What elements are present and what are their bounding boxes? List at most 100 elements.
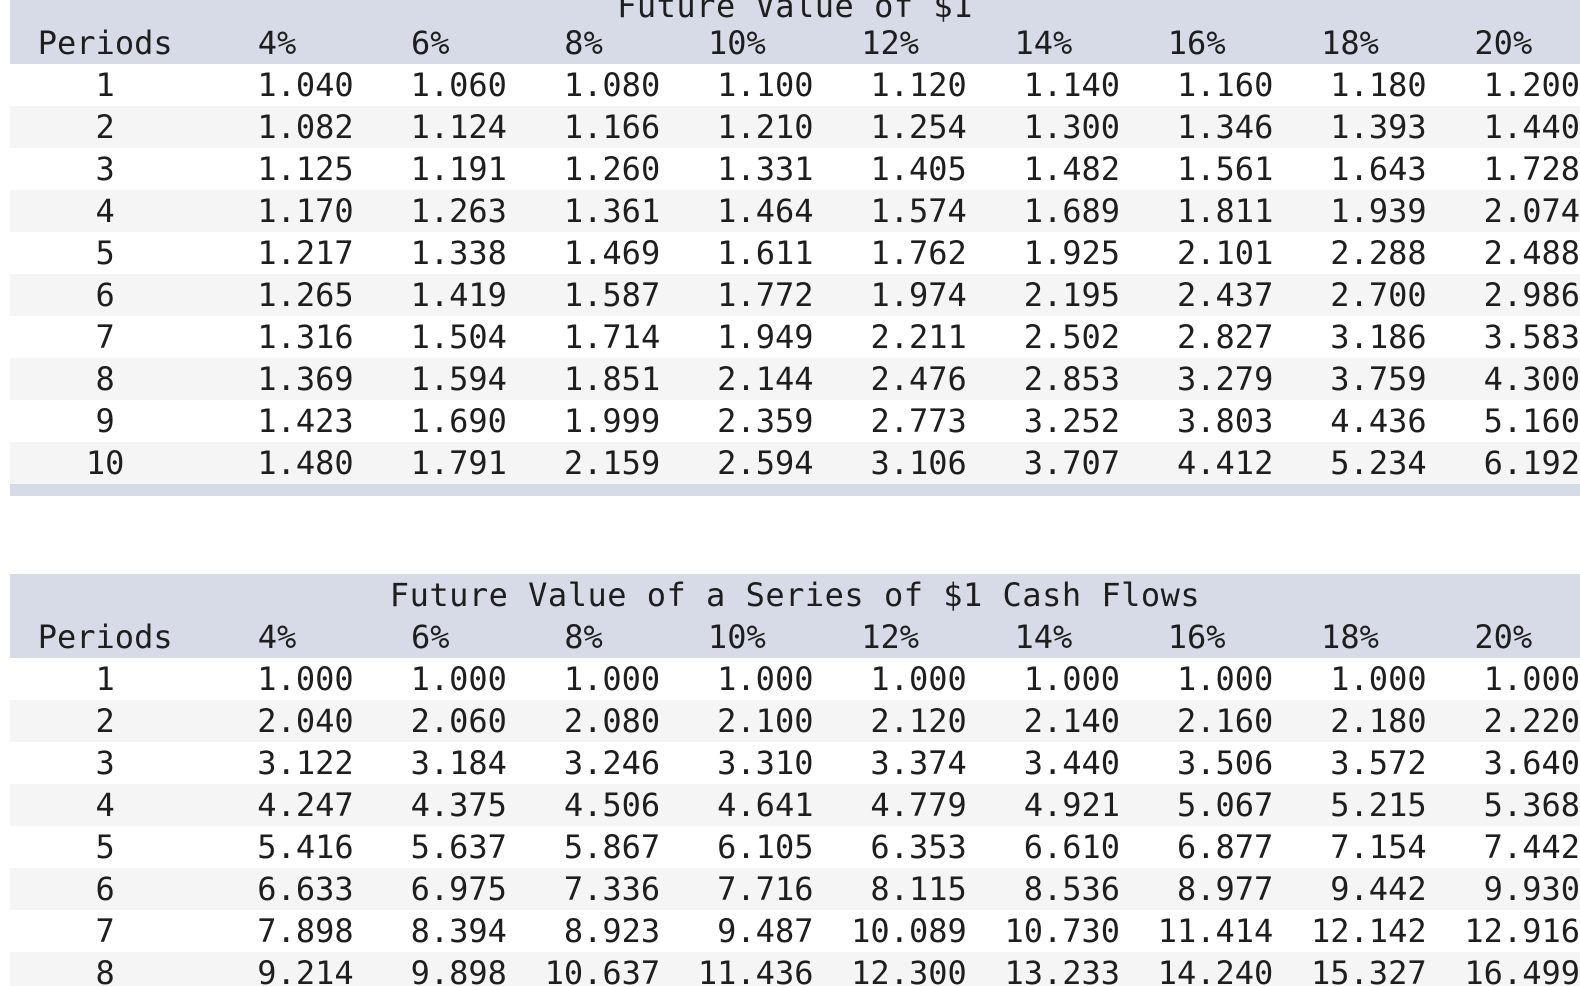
value-cell: 1.300 (1023, 108, 1121, 146)
value-cell: 1.419 (410, 276, 507, 314)
value-cell: 1.100 (717, 66, 814, 104)
value-cell: 1.974 (870, 276, 967, 314)
value-cell: 1.265 (257, 276, 354, 314)
value-cell: 1.561 (1177, 150, 1274, 188)
value-cell: 2.040 (257, 702, 354, 740)
table-row: 3 3.122 3.184 3.246 3.310 3.374 3.440 3.506 3.57… (10, 742, 1580, 784)
value-cell: 3.640 (1483, 744, 1580, 782)
value-cell: 2.488 (1483, 234, 1580, 272)
value-cell: 3.803 (1177, 402, 1274, 440)
value-cell: 1.346 (1177, 108, 1274, 146)
value-cell: 1.124 (410, 108, 507, 146)
table-row: 4 1.170 1.263 1.361 1.464 1.574 1.689 1.811 1.93… (10, 190, 1580, 232)
value-cell: 4.506 (563, 786, 661, 824)
value-cell: 2.120 (870, 702, 967, 740)
value-cell: 11.414 (1157, 912, 1274, 950)
value-cell: 7.336 (563, 870, 661, 908)
value-cell: 1.369 (257, 360, 354, 398)
value-cell: 3.707 (1023, 444, 1121, 482)
value-cell: 5.067 (1176, 786, 1274, 824)
value-cell: 1.464 (717, 192, 814, 230)
value-cell: 1.762 (870, 234, 967, 272)
rate-header: 20% (1474, 618, 1533, 656)
value-cell: 1.949 (717, 318, 814, 356)
value-cell: 5.215 (1330, 786, 1427, 824)
period-cell: 8 (95, 360, 115, 398)
value-cell: 1.925 (1023, 234, 1121, 272)
value-cell: 6.105 (717, 828, 814, 866)
value-cell: 1.469 (563, 234, 661, 272)
period-cell: 6 (95, 870, 115, 908)
value-cell: 1.120 (870, 66, 967, 104)
value-cell: 1.999 (563, 402, 661, 440)
table-row: 8 1.369 1.594 1.851 2.144 2.476 2.853 3.279 3.75… (10, 358, 1580, 400)
value-cell: 2.288 (1330, 234, 1427, 272)
period-cell: 3 (95, 744, 115, 782)
value-cell: 1.361 (563, 192, 661, 230)
value-cell: 1.728 (1483, 150, 1580, 188)
table-row: 6 1.265 1.419 1.587 1.772 1.974 2.195 2.437 2.70… (10, 274, 1580, 316)
value-cell: 5.867 (563, 828, 661, 866)
period-cell: 7 (95, 912, 115, 950)
value-cell: 12.300 (851, 954, 967, 986)
value-cell: 1.000 (870, 660, 967, 698)
value-cell: 1.440 (1483, 108, 1580, 146)
value-cell: 3.122 (257, 744, 354, 782)
period-cell: 5 (95, 234, 115, 272)
value-cell: 1.772 (717, 276, 814, 314)
rate-header: 14% (1014, 24, 1073, 62)
value-cell: 1.060 (410, 66, 507, 104)
value-cell: 3.246 (563, 744, 661, 782)
value-cell: 1.210 (717, 108, 814, 146)
value-cell: 5.637 (410, 828, 507, 866)
value-cell: 1.811 (1177, 192, 1274, 230)
value-cell: 9.442 (1330, 870, 1427, 908)
table-row: 1 1.000 1.000 1.000 1.000 1.000 1.000 1.000 1.00… (10, 658, 1580, 700)
value-cell: 1.160 (1177, 66, 1274, 104)
value-cell: 8.115 (870, 870, 967, 908)
value-cell: 1.000 (563, 660, 661, 698)
rate-header: 16% (1167, 618, 1226, 656)
rate-header: 20% (1474, 24, 1533, 62)
value-cell: 3.506 (1176, 744, 1274, 782)
period-cell: 1 (95, 660, 115, 698)
value-cell: 2.060 (410, 702, 507, 740)
value-cell: 1.405 (870, 150, 967, 188)
value-cell: 7.442 (1483, 828, 1580, 866)
value-cell: 5.160 (1483, 402, 1580, 440)
table-title-row: Future Value of a Series of $1 Cash Flow… (10, 574, 1580, 616)
value-cell: 1.191 (410, 150, 507, 188)
value-cell: 5.234 (1330, 444, 1427, 482)
rate-header: 12% (861, 24, 920, 62)
rate-header: 12% (861, 618, 919, 656)
table-row: 5 1.217 1.338 1.469 1.611 1.762 1.925 2.101 2.28… (10, 232, 1580, 274)
value-cell: 2.986 (1483, 276, 1580, 314)
table-row: 3 1.125 1.191 1.260 1.331 1.405 1.482 1.561 1.64… (10, 148, 1580, 190)
value-cell: 1.260 (563, 150, 661, 188)
table-row: 6 6.633 6.975 7.336 7.716 8.115 8.536 8.977 9.44… (10, 868, 1580, 910)
value-cell: 6.353 (870, 828, 967, 866)
value-cell: 1.254 (870, 108, 967, 146)
period-cell: 4 (95, 786, 115, 824)
future-value-table: Future Value of $1 Periods 4% 6% 8% 10% … (10, 0, 1580, 496)
value-cell: 2.074 (1483, 192, 1580, 230)
rate-header: 16% (1167, 24, 1226, 62)
value-cell: 15.327 (1311, 954, 1427, 986)
period-cell: 2 (95, 702, 115, 740)
value-cell: 12.916 (1464, 912, 1580, 950)
value-cell: 9.930 (1483, 870, 1580, 908)
value-cell: 2.853 (1023, 360, 1121, 398)
value-cell: 1.125 (257, 150, 354, 188)
periods-header: Periods (37, 618, 173, 656)
value-cell: 14.240 (1157, 954, 1274, 986)
rate-header: 4% (257, 24, 297, 62)
value-cell: 1.000 (257, 660, 354, 698)
value-cell: 1.643 (1330, 150, 1427, 188)
value-cell: 6.877 (1176, 828, 1274, 866)
value-cell: 3.186 (1330, 318, 1427, 356)
value-cell: 2.773 (870, 402, 967, 440)
value-cell: 3.310 (717, 744, 814, 782)
rate-header: 14% (1014, 618, 1073, 656)
value-cell: 3.279 (1177, 360, 1274, 398)
value-cell: 1.504 (410, 318, 507, 356)
